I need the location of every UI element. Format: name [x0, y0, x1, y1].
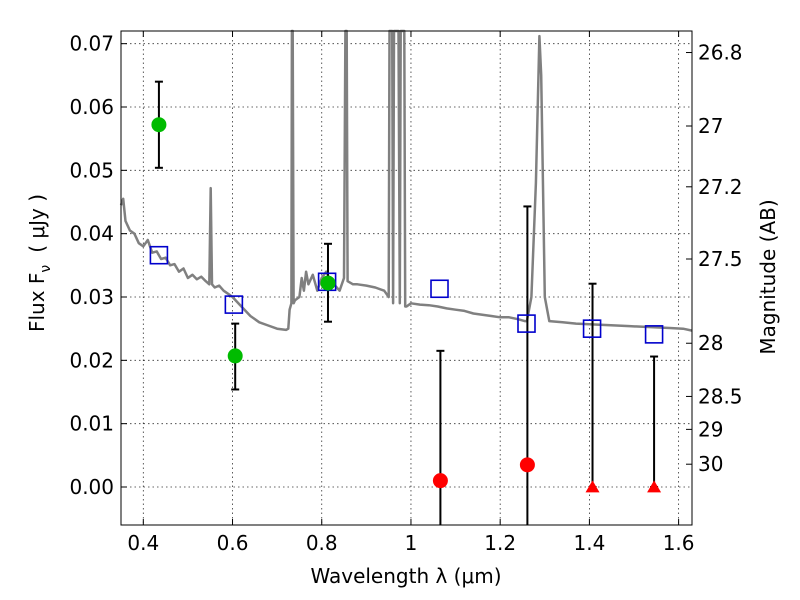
y-tick-label: 0.05 — [69, 158, 114, 182]
y-tick-label: 0.04 — [69, 222, 114, 246]
x-axis-label: Wavelength λ (μm) — [310, 564, 501, 588]
sed-model-line — [119, 29, 693, 332]
sed-model-layer — [119, 29, 693, 332]
y-tick-label: 0.00 — [69, 475, 114, 499]
y2-tick-label: 27.5 — [698, 247, 743, 271]
y-axis-label: Flux Fν ( μJy ) — [25, 194, 54, 332]
non-detection-point — [432, 473, 448, 489]
y2-tick-label: 29 — [698, 417, 723, 441]
y-tick-label: 0.01 — [69, 412, 114, 436]
y2-tick-label: 30 — [698, 452, 723, 476]
model-photometry-square — [644, 325, 664, 344]
y-axis-label-main: Flux F — [25, 273, 49, 332]
y2-axis-label: Magnitude (AB) — [756, 199, 780, 354]
model-photometry-square — [430, 279, 449, 299]
detection-point — [227, 348, 243, 364]
x-tick-label: 0.8 — [306, 531, 338, 555]
x-tick-label: 1.4 — [573, 531, 605, 555]
ticks-layer: 0.4 0.6 0.8 1 1.2 1.4 1.6 0.00 0.01 0.02 0.03 0.04 0… — [69, 31, 743, 555]
x-tick-label: 1 — [405, 531, 418, 555]
markers-layer — [149, 117, 664, 493]
x-tick-label: 1.2 — [484, 531, 516, 555]
y-axis-label-unit: ( μJy ) — [25, 194, 49, 253]
y2-tick-label: 28 — [698, 331, 723, 355]
y-tick-label: 0.06 — [69, 95, 114, 119]
y2-tick-label: 26.8 — [698, 41, 743, 65]
grid-lines — [121, 31, 692, 525]
model-photometry-square — [582, 319, 602, 338]
plot-frame — [120, 30, 693, 526]
detection-point — [320, 275, 336, 291]
y-axis-label-sub: ν — [38, 265, 54, 273]
y2-tick-label: 27.2 — [698, 175, 743, 199]
x-tick-label: 0.6 — [217, 531, 249, 555]
y-tick-label: 0.02 — [69, 348, 114, 372]
model-photometry-square — [224, 295, 244, 314]
y2-tick-label: 28.5 — [698, 384, 743, 408]
y-tick-label: 0.07 — [69, 32, 114, 56]
x-tick-label: 0.4 — [127, 531, 159, 555]
upper-limit-triangle — [647, 480, 662, 493]
model-photometry-square — [517, 314, 536, 333]
detection-point — [151, 117, 167, 133]
y-tick-label: 0.03 — [69, 285, 114, 309]
model-photometry-square — [149, 245, 169, 265]
error-bars-layer — [154, 80, 659, 525]
y2-tick-label: 27 — [698, 114, 723, 138]
non-detection-point — [519, 457, 535, 473]
upper-limit-triangle — [585, 480, 600, 493]
x-tick-label: 1.6 — [663, 531, 695, 555]
